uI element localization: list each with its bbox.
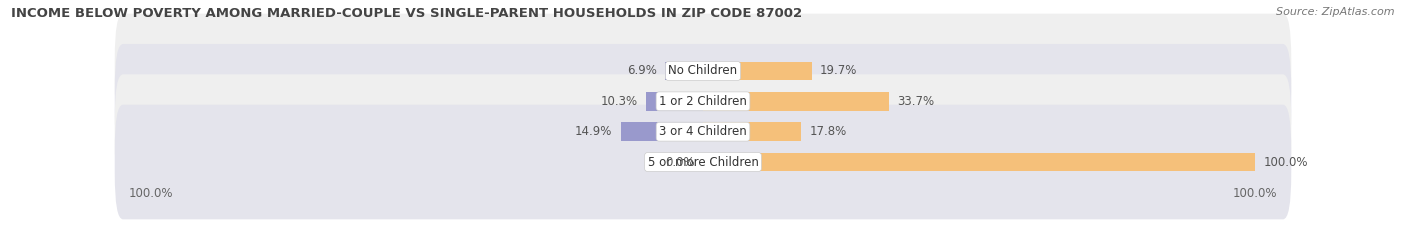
Bar: [620, 122, 703, 141]
Text: 100.0%: 100.0%: [1264, 155, 1308, 168]
Text: INCOME BELOW POVERTY AMONG MARRIED-COUPLE VS SINGLE-PARENT HOUSEHOLDS IN ZIP COD: INCOME BELOW POVERTY AMONG MARRIED-COUPL…: [11, 7, 803, 20]
Text: 10.3%: 10.3%: [600, 95, 638, 108]
Text: 19.7%: 19.7%: [820, 65, 858, 78]
Text: 3 or 4 Children: 3 or 4 Children: [659, 125, 747, 138]
Text: 6.9%: 6.9%: [627, 65, 657, 78]
Text: 5 or more Children: 5 or more Children: [648, 155, 758, 168]
Bar: [703, 122, 801, 141]
FancyBboxPatch shape: [115, 74, 1291, 189]
Text: 0.0%: 0.0%: [665, 155, 695, 168]
Text: Source: ZipAtlas.com: Source: ZipAtlas.com: [1277, 7, 1395, 17]
Bar: [703, 92, 889, 111]
Text: 1 or 2 Children: 1 or 2 Children: [659, 95, 747, 108]
Text: 33.7%: 33.7%: [897, 95, 935, 108]
Text: No Children: No Children: [668, 65, 738, 78]
Bar: [703, 62, 811, 80]
Bar: [665, 62, 703, 80]
Bar: [647, 92, 703, 111]
FancyBboxPatch shape: [115, 105, 1291, 219]
Bar: [703, 153, 1256, 171]
Text: 17.8%: 17.8%: [810, 125, 846, 138]
Text: 14.9%: 14.9%: [575, 125, 613, 138]
FancyBboxPatch shape: [115, 14, 1291, 128]
FancyBboxPatch shape: [115, 44, 1291, 159]
